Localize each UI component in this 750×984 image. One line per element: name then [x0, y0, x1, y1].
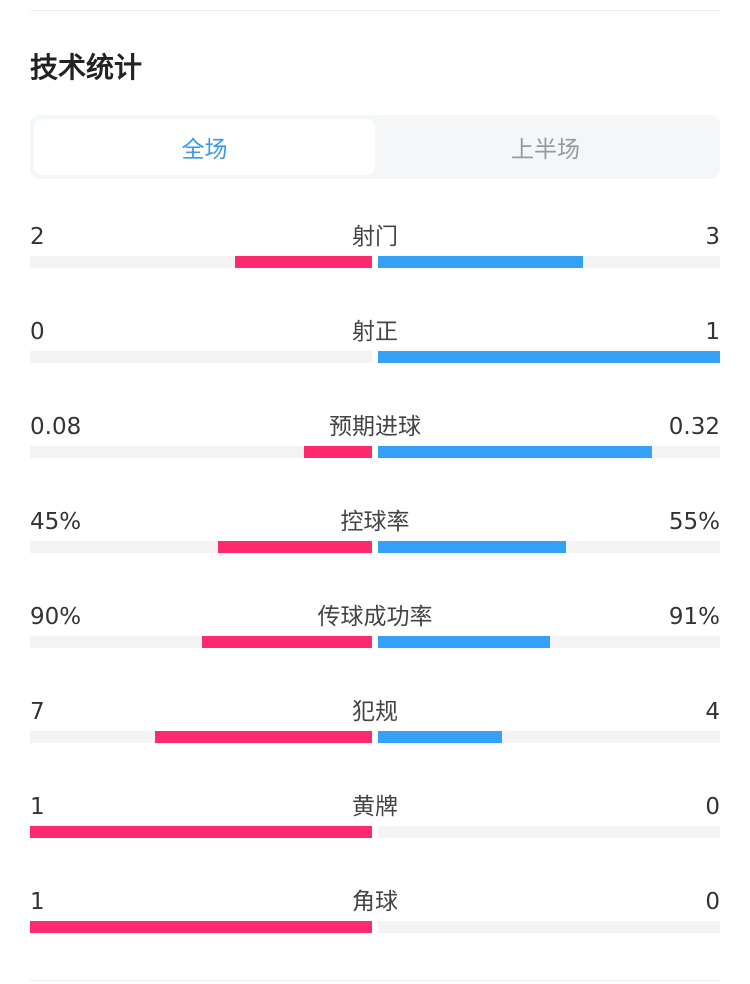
stat-row: 90% 传球成功率 91%: [30, 602, 720, 662]
stat-row: 2 射门 3: [30, 222, 720, 282]
home-value: 1: [30, 794, 45, 820]
stat-row: 0 射正 1: [30, 317, 720, 377]
page-title: 技术统计: [30, 51, 143, 84]
home-bar: [30, 921, 372, 933]
stat-label: 传球成功率: [317, 604, 433, 630]
away-bar: [378, 636, 551, 648]
home-value: 2: [30, 224, 45, 250]
away-bar-track: [378, 541, 720, 553]
home-bar-track: [30, 731, 372, 743]
away-value: 4: [705, 699, 720, 725]
stat-label: 犯规: [352, 699, 398, 725]
home-value: 90%: [30, 604, 82, 630]
away-value: 3: [705, 224, 720, 250]
stat-row: 1 黄牌 0: [30, 792, 720, 852]
home-bar: [202, 636, 372, 648]
home-bar: [30, 826, 372, 838]
bottom-divider: [30, 980, 720, 981]
stat-label: 预期进球: [329, 414, 421, 440]
home-bar-track: [30, 826, 372, 838]
away-bar-track: [378, 826, 720, 838]
away-value: 91%: [668, 604, 720, 630]
away-bar: [378, 731, 503, 743]
home-bar-track: [30, 351, 372, 363]
away-value: 55%: [668, 509, 720, 535]
stat-label: 控球率: [340, 509, 410, 535]
away-bar: [378, 446, 652, 458]
stat-label: 黄牌: [352, 794, 398, 820]
stat-row: 7 犯规 4: [30, 697, 720, 757]
away-bar-track: [378, 351, 720, 363]
away-bar-track: [378, 446, 720, 458]
away-value: 1: [705, 319, 720, 345]
away-bar: [378, 351, 720, 363]
away-bar-track: [378, 636, 720, 648]
home-value: 0: [30, 319, 45, 345]
home-bar: [154, 731, 372, 743]
stat-label: 射正: [352, 319, 398, 345]
stat-row: 45% 控球率 55%: [30, 507, 720, 567]
away-value: 0: [705, 889, 720, 915]
period-tabs: 全场 上半场: [30, 115, 720, 179]
home-bar: [303, 446, 372, 458]
tab-first-half[interactable]: 上半场: [511, 137, 580, 163]
home-bar-track: [30, 636, 372, 648]
home-bar: [235, 256, 372, 268]
home-value: 45%: [30, 509, 82, 535]
away-value: 0.32: [668, 414, 720, 440]
away-bar-track: [378, 921, 720, 933]
home-bar: [218, 541, 372, 553]
away-value: 0: [705, 794, 720, 820]
stat-row: 1 角球 0: [30, 887, 720, 947]
away-bar: [378, 256, 584, 268]
away-bar-track: [378, 731, 720, 743]
tab-full-match[interactable]: 全场: [34, 119, 375, 175]
stat-label: 射门: [352, 224, 398, 250]
home-value: 1: [30, 889, 45, 915]
top-divider: [30, 10, 720, 11]
away-bar-track: [378, 256, 720, 268]
home-value: 0.08: [30, 414, 82, 440]
home-bar-track: [30, 541, 372, 553]
home-value: 7: [30, 699, 45, 725]
home-bar-track: [30, 256, 372, 268]
home-bar-track: [30, 921, 372, 933]
home-bar-track: [30, 446, 372, 458]
away-bar: [378, 541, 567, 553]
stat-row: 0.08 预期进球 0.32: [30, 412, 720, 472]
stat-label: 角球: [352, 889, 398, 915]
